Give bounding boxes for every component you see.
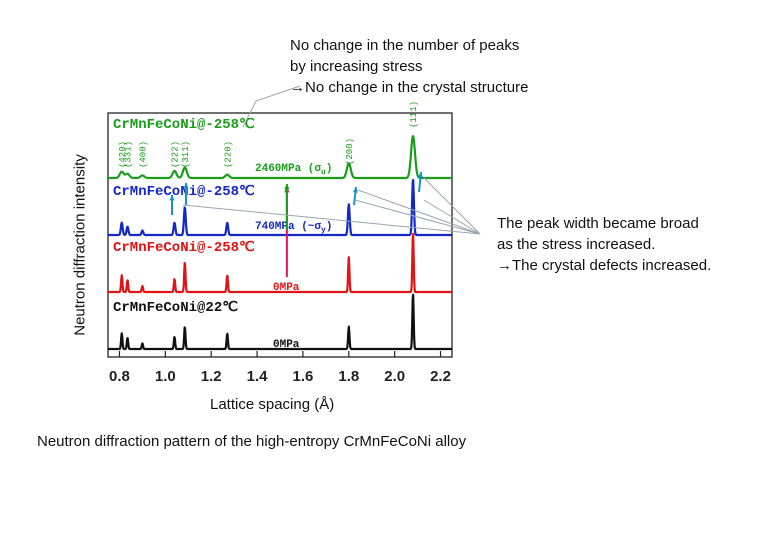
- x-tick-label: 1.8: [338, 368, 359, 385]
- series-line: [107, 232, 453, 294]
- peak-index-label: (111): [409, 101, 419, 128]
- shift-arrow-111-head: [417, 172, 424, 178]
- x-axis-label: Lattice spacing (Å): [210, 396, 335, 413]
- stress-subscript: u: [321, 168, 326, 177]
- annotation-crystal-structure: No change in the number of peaks by incr…: [290, 35, 528, 98]
- stress-arrow-upper-head: [284, 184, 290, 190]
- y-axis-label: Neutron diffraction intensity: [71, 154, 89, 336]
- x-tick-label: 1.4: [247, 368, 269, 385]
- stress-label: 0MPa: [273, 282, 300, 294]
- annotation-line: as the stress increased.: [497, 236, 656, 253]
- pointer-line: [182, 204, 481, 235]
- shift-arrow-mid-head: [183, 183, 189, 189]
- peak-index-label: (222): [171, 141, 181, 168]
- pointer-line-top: [242, 85, 301, 128]
- stress-label: 740MPa (~σy): [255, 221, 332, 235]
- peak-index-label: (220): [223, 141, 233, 168]
- peak-index-label: (311): [181, 141, 191, 168]
- annotation-peak-width: The peak width became broad as the stres…: [497, 213, 711, 276]
- annotation-pointers: [182, 85, 481, 235]
- peak-index-label: (331): [123, 141, 133, 168]
- series-line: [107, 135, 453, 180]
- x-tick-label: 1.0: [155, 368, 176, 385]
- peak-index-label: (200): [345, 138, 355, 165]
- pointer-line: [357, 189, 481, 235]
- plot-area: 0.8 1.0 1.2 1.4 1.6 1.8 2.0 2.2 CrMnFeCoNi@-258℃…: [107, 101, 453, 385]
- annotation-line: →No change in the crystal structure: [290, 79, 529, 96]
- pointer-line: [354, 199, 481, 235]
- x-tick-label: 1.2: [201, 368, 222, 385]
- stress-label: 2460MPa (σu): [255, 163, 332, 177]
- stress-label: 0MPa: [273, 339, 300, 351]
- x-tick-label: 0.8: [109, 368, 130, 385]
- series-line: [107, 178, 453, 237]
- stress-paren: ): [326, 221, 333, 233]
- annotation-line: The peak width became broad: [497, 215, 699, 232]
- x-tick-label: 2.2: [430, 368, 451, 385]
- annotation-line: by increasing stress: [290, 58, 423, 75]
- peak-index-label: (400): [138, 141, 148, 168]
- x-tick-label: 2.0: [384, 368, 405, 385]
- pointer-line: [423, 177, 481, 235]
- stress-paren: ): [326, 163, 333, 175]
- shift-arrow-right-head: [352, 187, 358, 193]
- x-tick-label: 1.6: [293, 368, 314, 385]
- figure-caption: Neutron diffraction pattern of the high-…: [37, 433, 467, 450]
- series-label: CrMnFeCoNi@-258℃: [113, 184, 255, 200]
- series-label: CrMnFeCoNi@-258℃: [113, 117, 255, 133]
- annotation-line: →The crystal defects increased.: [497, 257, 712, 274]
- series-label: CrMnFeCoNi@-258℃: [113, 240, 255, 256]
- pointer-line: [423, 199, 481, 235]
- shift-arrow-left-head: [169, 195, 175, 201]
- stress-subscript: y: [321, 226, 326, 235]
- annotation-line: No change in the number of peaks: [290, 37, 520, 54]
- series-line: [107, 293, 453, 351]
- series-label: CrMnFeCoNi@22℃: [113, 300, 238, 316]
- peak-index-label: (420): [118, 141, 128, 168]
